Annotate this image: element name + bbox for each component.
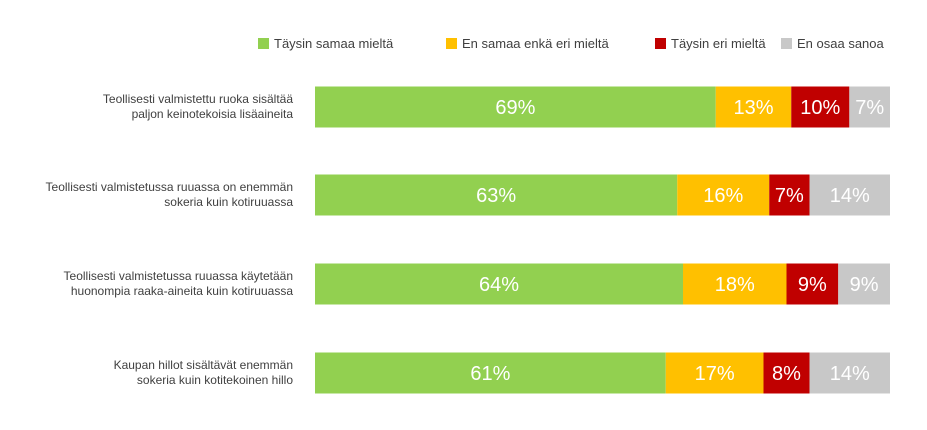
data-label: 8%	[772, 363, 801, 385]
data-label: 14%	[830, 363, 870, 385]
category-label-line: paljon keinotekoisia lisäaineita	[132, 107, 294, 121]
bar-segment	[715, 86, 792, 128]
bar-segment	[809, 352, 890, 394]
legend-swatch	[781, 38, 792, 49]
bar-row: Teollisesti valmistetussa ruuassa käytet…	[64, 263, 890, 305]
legend: Täysin samaa mieltä En samaa enkä eri mie…	[258, 36, 885, 51]
legend-item: Täysin eri mieltä	[655, 36, 766, 51]
data-label: 7%	[775, 185, 804, 207]
legend-swatch	[446, 38, 457, 49]
data-label: 69%	[495, 97, 535, 119]
bar-segment	[763, 352, 810, 394]
data-label: 13%	[733, 97, 773, 119]
category-label: Kaupan hillot sisältävät enemmän sokeria …	[114, 358, 294, 387]
data-label: 7%	[855, 97, 884, 119]
bar-segment	[677, 174, 770, 216]
category-label: Teollisesti valmistetussa ruuassa käytet…	[64, 269, 294, 298]
data-label: 61%	[470, 363, 510, 385]
category-label-line: Teollisesti valmistetussa ruuassa käytet…	[64, 269, 293, 283]
bar-segment	[315, 352, 666, 394]
data-label: 10%	[800, 97, 840, 119]
category-label-line: sokeria kuin kotiruuassa	[164, 195, 293, 209]
bar-segment	[809, 174, 890, 216]
legend-label: Täysin eri mieltä	[671, 36, 766, 51]
legend-label: Täysin samaa mieltä	[274, 36, 394, 51]
bar-row: Teollisesti valmistetussa ruuassa on ene…	[46, 174, 890, 216]
legend-label: En samaa enkä eri mieltä	[462, 36, 609, 51]
bar-row: Kaupan hillot sisältävät enemmän sokeria …	[114, 352, 890, 394]
category-label: Teollisesti valmistetussa ruuassa on ene…	[46, 180, 294, 209]
legend-swatch	[258, 38, 269, 49]
bar-segment	[849, 86, 890, 128]
bar-segment	[791, 86, 850, 128]
category-label-line: sokeria kuin kotitekoinen hillo	[137, 373, 293, 387]
legend-label: En osaa sanoa	[797, 36, 885, 51]
category-label-line: Kaupan hillot sisältävät enemmän	[114, 358, 293, 372]
bar-segment	[786, 263, 839, 305]
bar-segment	[769, 174, 810, 216]
data-label: 16%	[703, 185, 743, 207]
data-label: 18%	[715, 274, 755, 296]
data-label: 64%	[479, 274, 519, 296]
category-label-line: Teollisesti valmistetussa ruuassa on ene…	[46, 180, 293, 194]
data-label: 9%	[850, 274, 879, 296]
category-label-line: huonompia raaka-aineita kuin kotiruuassa	[71, 284, 293, 298]
bar-row: Teollisesti valmistettu ruoka sisältää pa…	[103, 86, 890, 128]
data-label: 17%	[695, 363, 735, 385]
legend-swatch	[655, 38, 666, 49]
data-label: 14%	[830, 185, 870, 207]
category-label: Teollisesti valmistettu ruoka sisältää pa…	[103, 92, 293, 121]
legend-item: Täysin samaa mieltä	[258, 36, 394, 51]
legend-item: En samaa enkä eri mieltä	[446, 36, 609, 51]
category-label-line: Teollisesti valmistettu ruoka sisältää	[103, 92, 293, 106]
bar-segment	[315, 86, 716, 128]
bar-segment	[315, 174, 678, 216]
data-label: 63%	[476, 185, 516, 207]
bar-segment	[665, 352, 764, 394]
bar-segment	[838, 263, 890, 305]
bar-segment	[683, 263, 787, 305]
legend-item: En osaa sanoa	[781, 36, 885, 51]
data-label: 9%	[798, 274, 827, 296]
bar-segment	[315, 263, 683, 305]
